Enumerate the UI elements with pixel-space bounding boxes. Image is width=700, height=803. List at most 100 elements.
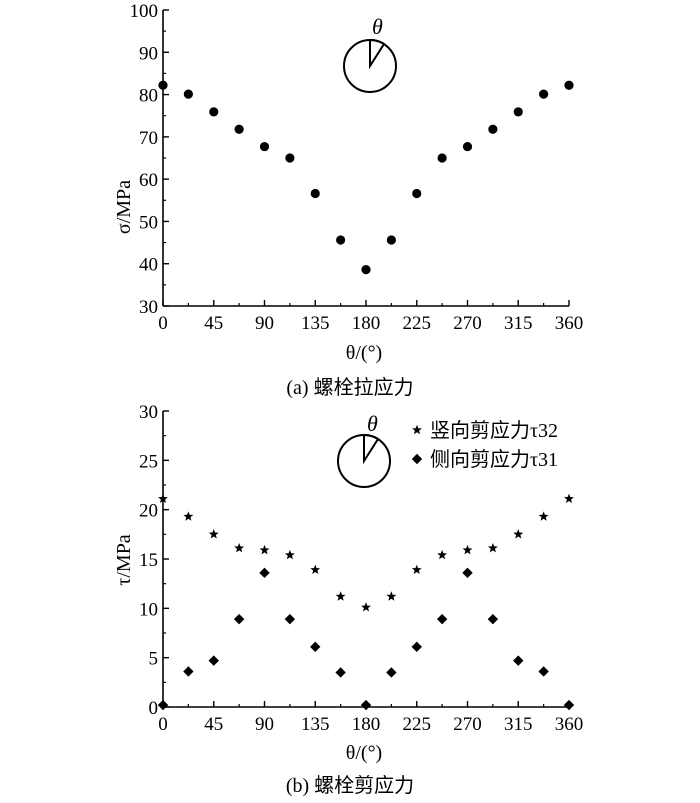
y-ticks-a: 30 40 50 60 70 80 90 100 [130,1,169,318]
x-tick-label: 90 [255,313,274,334]
data-point-diamond [436,613,448,625]
x-tick-label: 45 [204,714,223,735]
x-tick-label: 135 [301,714,330,735]
data-point-circle [310,188,320,199]
y-axis-label-b: τ/MPa [113,534,135,586]
data-points-b [157,493,575,711]
angle-diagram-b: θ [337,411,391,488]
y-tick-label: 60 [139,170,158,191]
data-point-diamond [538,666,549,677]
x-tick-label: 270 [453,714,482,735]
data-point-star [284,549,295,560]
legend-symbol [412,424,422,435]
data-point-diamond [411,641,422,653]
data-point-star [183,511,194,521]
x-tick-label: 90 [255,714,274,735]
y-tick-label: 5 [149,649,159,670]
data-point-star [361,602,371,612]
y-tick-label: 15 [139,550,158,571]
data-point-circle [336,235,346,245]
data-point-star [564,493,574,504]
x-tick-label: 270 [453,313,482,334]
angle-label: θ [367,411,378,436]
data-point-star [487,542,498,553]
legend-marker-star [412,424,422,435]
y-tick-label: 100 [130,1,159,22]
legend-marker-diamond [411,453,423,465]
data-point-diamond [360,699,372,711]
data-point-diamond [563,699,575,711]
chart-tensile-stress: 0 45 90 135 180 225 270 315 360 30 40 50 60 70 80 90 10… [113,1,583,399]
data-point-circle [259,141,270,152]
legend-label-vertical-shear: 竖向剪应力τ32 [430,419,558,442]
y-tick-label: 30 [139,297,158,318]
data-point-diamond [208,655,219,666]
y-tick-label: 25 [139,451,158,472]
data-point-diamond [462,567,473,579]
data-point-circle [386,235,396,245]
x-ticks-b: 0 45 90 135 180 225 270 315 360 [158,701,583,735]
legend-b: 竖向剪应力τ32 侧向剪应力τ31 [411,419,558,471]
data-point-star [259,544,270,555]
x-tick-label: 315 [504,313,533,334]
data-point-diamond [233,613,245,625]
data-point-circle [513,107,523,117]
y-axis-label-a: σ/MPa [113,180,135,234]
y-tick-label: 50 [139,212,158,233]
y-tick-label: 90 [139,43,158,64]
data-point-circle [158,80,168,90]
x-tick-label: 45 [204,313,223,334]
x-tick-label: 225 [403,714,432,735]
x-tick-label: 0 [158,313,168,334]
x-tick-label: 180 [352,313,381,334]
data-point-star [437,549,448,560]
axes-a [162,10,569,307]
data-point-star [538,511,549,521]
y-tick-label: 80 [139,86,158,107]
data-point-diamond [487,613,499,625]
x-tick-label: 315 [504,714,533,735]
legend-symbol [411,453,423,465]
y-tick-label: 40 [139,255,158,276]
x-tick-label: 360 [555,714,584,735]
data-point-star [234,542,245,553]
data-point-diamond [284,613,296,625]
angle-sector [369,38,386,70]
data-point-star [462,544,473,555]
x-tick-label: 360 [555,313,584,334]
x-axis-label-a: θ/(°) [346,342,382,364]
y-tick-label: 20 [139,501,158,522]
y-tick-label: 0 [149,698,159,719]
data-point-circle [285,153,295,163]
data-point-diamond [335,667,346,678]
data-point-star [411,564,422,575]
data-point-star [513,529,524,539]
data-point-circle [183,89,193,99]
x-tick-label: 180 [352,714,381,735]
data-point-circle [437,153,447,163]
data-points-a [158,80,574,275]
data-point-diamond [386,667,397,678]
caption-b: (b) 螺栓剪应力 [286,774,414,797]
angle-sector [363,433,380,465]
y-tick-label: 10 [139,599,158,620]
data-point-circle [209,107,219,117]
data-point-diamond [513,655,524,666]
legend-label-lateral-shear: 侧向剪应力τ31 [430,448,558,471]
data-point-circle [234,124,244,134]
data-point-circle [564,80,574,90]
x-tick-label: 225 [403,313,432,334]
y-tick-label: 70 [139,128,158,149]
x-axis-label-b: θ/(°) [346,742,382,764]
data-point-circle [539,89,549,99]
data-point-star [310,564,321,575]
data-point-diamond [183,666,194,677]
data-point-circle [361,265,371,275]
y-tick-label: 30 [139,402,158,423]
data-point-diamond [259,567,270,579]
data-point-circle [412,188,422,199]
angle-diagram-a: θ [343,14,397,93]
angle-label: θ [372,14,383,39]
data-point-diamond [310,641,321,653]
